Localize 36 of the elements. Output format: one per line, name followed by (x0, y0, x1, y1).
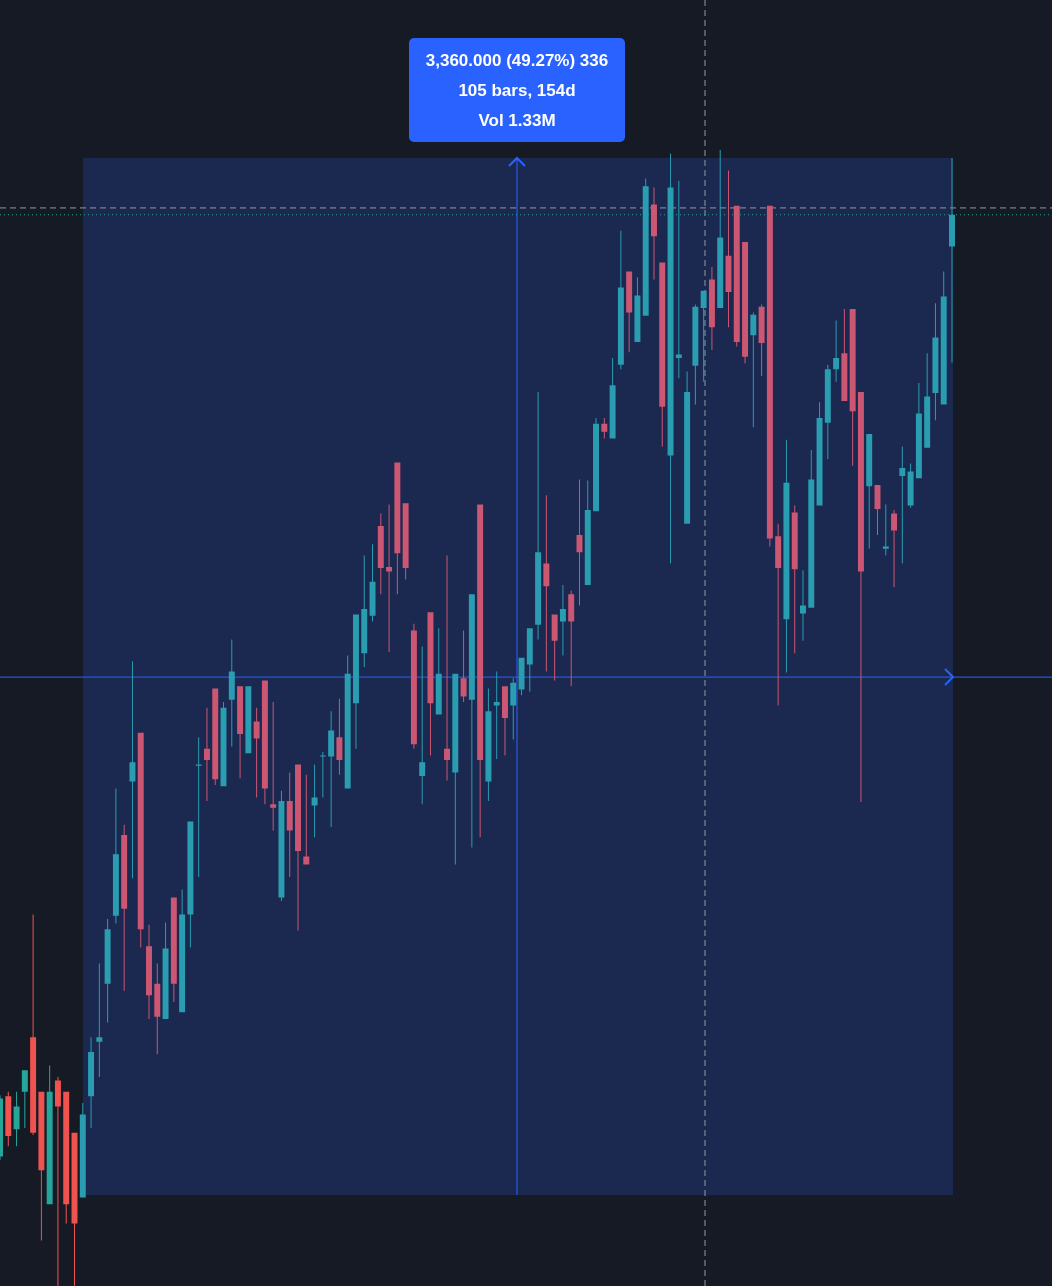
candlestick (559, 585, 566, 656)
candlestick (253, 707, 260, 798)
candlestick (386, 504, 393, 653)
candlestick (270, 702, 277, 831)
text: Vol 1.33M (478, 110, 556, 130)
candlestick (303, 774, 310, 865)
candlestick (675, 180, 682, 379)
candlestick (493, 671, 500, 759)
candlestick (203, 707, 210, 801)
candlestick (882, 504, 889, 556)
candlestick (700, 290, 707, 382)
text: 3,360.000 (49.27%) 336 (425, 50, 609, 70)
candlestick (543, 495, 550, 672)
candlestick (833, 320, 840, 382)
candlestick (775, 523, 782, 706)
text: 105 bars, 154d (458, 80, 576, 100)
candlestick (319, 752, 326, 798)
candlestick (228, 639, 235, 747)
candlestick (750, 312, 757, 428)
candlestick (949, 157, 955, 363)
candlestick (129, 661, 136, 879)
candlestick (444, 555, 451, 781)
candlestick (601, 418, 608, 439)
candlestick (800, 570, 806, 641)
candlestick (336, 698, 343, 775)
candlestick (54, 1076, 61, 1286)
candlestick (96, 963, 103, 1077)
candlestick (328, 711, 335, 828)
candlestick (510, 678, 517, 740)
candlestick (419, 646, 426, 805)
candlestick (891, 510, 898, 588)
candlestick (21, 1070, 28, 1129)
candlestick (195, 737, 202, 878)
candlestick (535, 391, 542, 640)
candlestick (576, 479, 583, 606)
candlestick (899, 446, 906, 564)
